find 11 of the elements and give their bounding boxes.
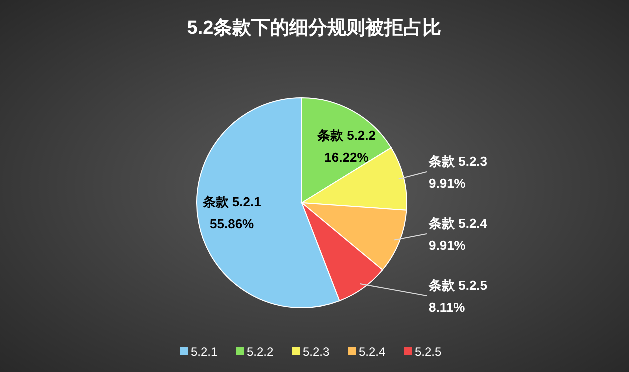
legend-label: 5.2.4 (359, 345, 386, 359)
legend-label: 5.2.5 (415, 345, 442, 359)
chart-title: 5.2条款下的细分规则被拒占比 (187, 17, 442, 39)
data-label: 条款 5.2.4 9.91% (428, 216, 488, 253)
legend-label: 5.2.2 (247, 345, 274, 359)
legend-label: 5.2.3 (303, 345, 330, 359)
data-label: 条款 5.2.3 9.91% (428, 154, 488, 191)
data-label: 条款 5.2.5 8.11% (428, 278, 488, 315)
data-label: 条款 5.2.1 55.86% (202, 194, 262, 232)
slice-label: 5.2.1 (191, 345, 218, 359)
data-label: 条款 5.2.2 16.22% (316, 128, 376, 165)
